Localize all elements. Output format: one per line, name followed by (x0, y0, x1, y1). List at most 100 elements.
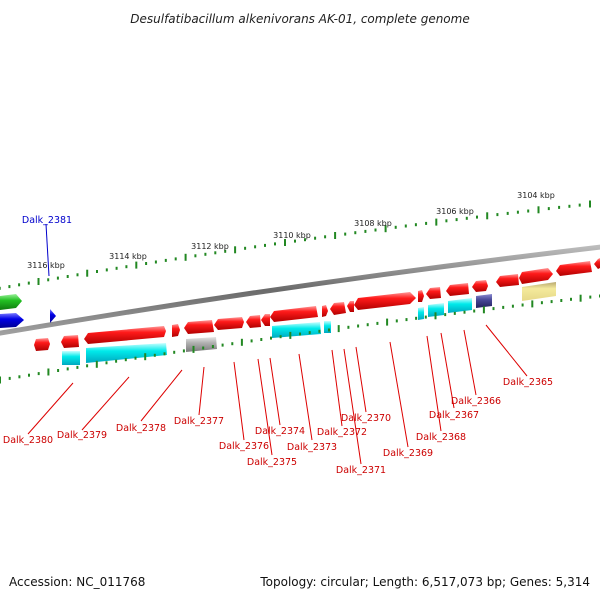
minor-tick (224, 249, 227, 253)
minor-tick (76, 273, 79, 277)
gene-box (86, 343, 167, 363)
gene-box (476, 294, 492, 308)
minor-tick (244, 246, 247, 250)
callout-line (45, 223, 50, 277)
minor-tick (376, 321, 379, 325)
gene-labels: Dalk_2365 Dalk_2366 Dalk_2367 Dalk_2368 … (3, 377, 553, 476)
major-tick (289, 331, 292, 339)
gene-box (62, 351, 80, 365)
kbp-label: 3112 kbp (191, 242, 229, 251)
minor-tick (96, 270, 98, 273)
minor-tick (28, 373, 30, 377)
outer-tick-ruler (0, 200, 591, 290)
gene-arrow (214, 317, 244, 330)
minor-tick (540, 301, 543, 305)
minor-tick (502, 305, 505, 309)
minor-tick (163, 352, 166, 356)
kbp-labels: 3104 kbp 3106 kbp 3108 kbp 3110 kbp 3112… (27, 191, 555, 270)
minor-tick (473, 309, 476, 313)
gene-arrow (0, 313, 24, 328)
minor-tick (308, 331, 311, 335)
minor-tick (294, 239, 296, 243)
minor-tick (153, 353, 156, 357)
gene-arrow (261, 314, 270, 326)
gene-arrow (556, 261, 592, 276)
minor-tick (115, 266, 118, 270)
minor-tick (521, 303, 524, 307)
minor-tick (204, 252, 207, 256)
minor-tick (324, 235, 327, 239)
kbp-label: 3104 kbp (517, 191, 555, 200)
major-tick (86, 269, 89, 277)
minor-tick (211, 345, 214, 348)
minor-tick (511, 304, 514, 308)
kbp-label: 3114 kbp (109, 252, 147, 261)
minor-tick (455, 218, 458, 222)
gene-arrow (519, 268, 553, 284)
gene-arrow (61, 335, 79, 348)
minor-tick (66, 275, 69, 278)
gene-label-dalk-2372: Dalk_2372 (317, 427, 367, 438)
gene-arrow (472, 280, 488, 292)
minor-tick (115, 359, 118, 363)
minor-tick (425, 221, 428, 225)
kbp-label: 3116 kbp (27, 261, 65, 270)
minor-tick (516, 210, 519, 214)
gene-box (428, 303, 444, 317)
minor-tick (444, 313, 447, 317)
minor-tick (173, 350, 176, 354)
major-tick (531, 300, 534, 308)
major-tick (95, 360, 98, 368)
major-tick (579, 294, 582, 302)
minor-tick (8, 376, 11, 380)
gene-arrow (496, 274, 519, 287)
minor-tick (86, 364, 89, 368)
major-tick (47, 368, 50, 376)
minor-tick (314, 236, 317, 240)
minor-tick (453, 311, 456, 315)
minor-tick (496, 213, 499, 217)
minor-tick (589, 295, 592, 299)
major-tick (384, 225, 387, 233)
gene-label-dalk-2368: Dalk_2368 (416, 432, 466, 443)
major-tick (486, 212, 489, 220)
minor-tick (445, 219, 448, 223)
kbp-label: 3108 kbp (354, 219, 392, 228)
minor-tick (194, 254, 197, 258)
minor-tick (299, 332, 301, 336)
minor-tick (424, 315, 427, 319)
minor-tick (570, 297, 572, 301)
minor-tick (547, 207, 550, 211)
gene-label-dalk-2375: Dalk_2375 (247, 457, 297, 468)
major-tick (482, 306, 485, 314)
major-tick (386, 318, 389, 326)
minor-tick (364, 229, 367, 233)
major-tick (135, 261, 138, 269)
major-tick (37, 278, 40, 285)
gene-arrow (354, 292, 416, 310)
minor-tick (202, 346, 205, 350)
gene-box (522, 282, 556, 301)
major-tick (284, 239, 286, 246)
minor-tick (318, 329, 321, 333)
gene-arrow (50, 309, 56, 323)
minor-tick (134, 356, 137, 360)
minor-tick (270, 336, 272, 340)
minor-tick (550, 300, 553, 304)
minor-tick (279, 335, 282, 339)
major-tick (435, 218, 438, 226)
gene-arrow (184, 320, 214, 334)
minor-tick (354, 231, 357, 235)
gene-label-dalk-2377: Dalk_2377 (174, 416, 224, 427)
minor-tick (527, 209, 530, 213)
minor-tick (568, 204, 571, 208)
minor-tick (465, 216, 468, 220)
minor-tick (8, 285, 11, 289)
gene-box (448, 298, 472, 313)
map-title: Desulfatibacillum alkenivorans AK-01, co… (130, 12, 469, 26)
gene-label-dalk-2371: Dalk_2371 (336, 465, 386, 476)
kbp-label: 3106 kbp (436, 207, 474, 216)
gene-label-dalk-2381: Dalk_2381 (22, 215, 72, 226)
major-tick (240, 338, 243, 346)
major-tick (537, 206, 540, 214)
